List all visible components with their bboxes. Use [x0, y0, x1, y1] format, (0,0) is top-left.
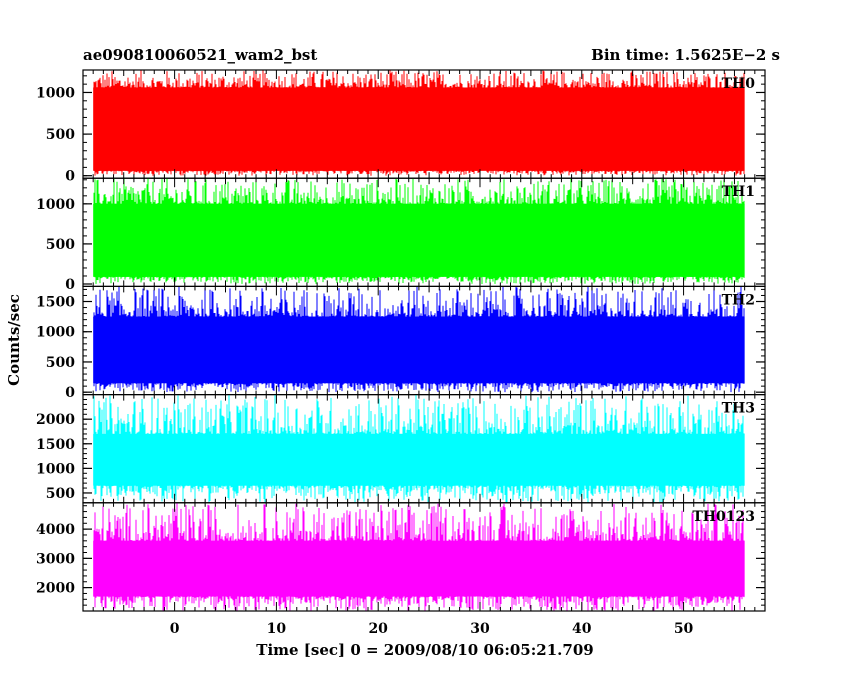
y-tick-label: 2000: [36, 581, 75, 597]
y-tick-label: 2000: [36, 412, 75, 428]
panel-th0123: 2000 3000 4000 TH0123: [36, 502, 766, 612]
panel-th0: 0 500 1000 TH0: [36, 69, 766, 185]
y-tick-label: 1000: [36, 325, 75, 341]
x-tick-label: 30: [470, 621, 490, 637]
y-tick-label: 3000: [36, 551, 75, 567]
panel-label: TH3: [722, 401, 755, 417]
series-trace-th1: [93, 178, 745, 284]
x-axis-label: Time [sec] 0 = 2009/08/10 06:05:21.709: [256, 641, 593, 659]
y-tick-label: 500: [46, 127, 75, 143]
panel-th2: 0 500 1000 1500 TH2: [36, 285, 766, 401]
y-tick-label: 0: [65, 169, 75, 185]
panel-label: TH0123: [692, 509, 755, 525]
bin-time-label: Bin time: 1.5625E−2 s: [591, 46, 780, 64]
y-tick-label: 0: [65, 385, 75, 401]
x-tick-label: 40: [572, 621, 592, 637]
y-tick-label: 500: [46, 237, 75, 253]
panel-label: TH0: [722, 76, 756, 92]
x-tick-label: 10: [267, 621, 287, 637]
panels-group: 0 500 1000 TH0 0 500 1000 TH1 0 500 1000 1500 TH2 500…: [36, 69, 766, 612]
panel-label: TH1: [722, 184, 755, 200]
y-tick-label: 1000: [36, 197, 75, 213]
y-axis-label: Counts/sec: [5, 294, 23, 386]
series-trace-th3: [93, 394, 745, 503]
plot-title: ae090810060521_wam2_bst: [83, 46, 317, 64]
panel-label: TH2: [722, 292, 755, 308]
series-trace-th2: [93, 286, 745, 393]
y-tick-label: 4000: [36, 522, 75, 538]
y-tick-label: 1500: [36, 437, 75, 453]
y-tick-label: 1000: [36, 461, 75, 477]
y-tick-label: 1000: [36, 85, 75, 101]
x-tick-label: 0: [170, 621, 180, 637]
panel-th1: 0 500 1000 TH1: [36, 177, 766, 293]
x-axis: 0 10 20 30 40 50: [170, 621, 694, 637]
series-trace-th0: [93, 70, 745, 176]
y-tick-label: 1500: [36, 295, 75, 311]
x-tick-label: 20: [368, 621, 388, 637]
y-tick-label: 500: [46, 355, 75, 371]
panel-frame: [82, 502, 766, 612]
y-tick-label: 0: [65, 277, 75, 293]
panel-th3: 500 1000 1500 2000 TH3: [36, 394, 766, 504]
y-tick-label: 500: [46, 486, 75, 502]
series-trace-th0123: [93, 503, 745, 611]
x-tick-label: 50: [674, 621, 694, 637]
